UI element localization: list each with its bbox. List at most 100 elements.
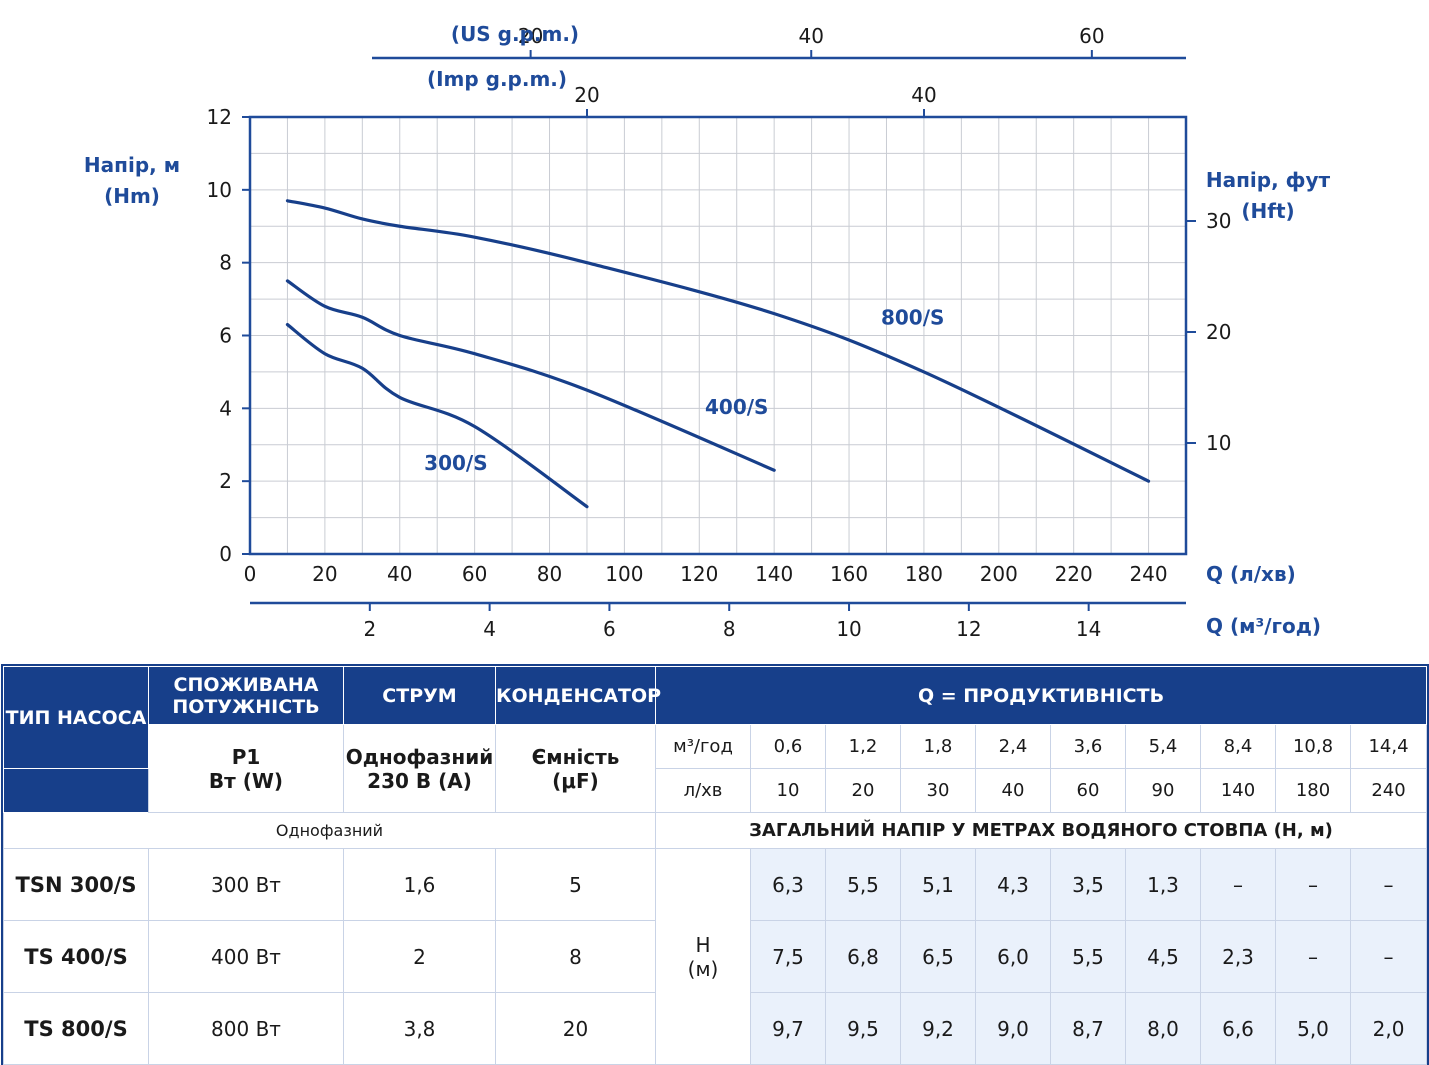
- curve-800-s: [285, 199, 1151, 483]
- head-value-cell: 5,1: [900, 848, 976, 921]
- m3h-tick-label: 8: [723, 617, 736, 641]
- head-value-cell: 8,0: [1125, 992, 1201, 1065]
- head-value-cell: 4,3: [975, 848, 1051, 921]
- y-tick-label: 12: [207, 105, 232, 129]
- flow-m3h-cell: 0,6: [750, 724, 826, 769]
- head-value-cell: 5,5: [825, 848, 901, 921]
- m3h-tick-label: 6: [603, 617, 616, 641]
- head-title: ЗАГАЛЬНИЙ НАПІР У МЕТРАХ ВОДЯНОГО СТОВПА…: [654, 812, 1428, 849]
- m3h-tick-label: 10: [836, 617, 861, 641]
- model-name: TSN 300/S: [3, 848, 149, 921]
- y-tick-label: 6: [219, 324, 232, 348]
- y-axis-unit: (Hm): [104, 184, 160, 208]
- imp-gpm-tick-label: 20: [574, 83, 599, 107]
- m3h-tick-label: 14: [1076, 617, 1101, 641]
- head-value-cell: 5,0: [1275, 992, 1351, 1065]
- head-value-cell: 1,3: [1125, 848, 1201, 921]
- header-capacitor: КОНДЕНСАТОР: [495, 666, 661, 725]
- model-name: TS 400/S: [3, 920, 149, 993]
- head-value-cell: 6,3: [750, 848, 826, 921]
- head-value-cell: –: [1349, 848, 1428, 921]
- flow-lmin-cell: 20: [825, 768, 901, 813]
- head-value-cell: 6,5: [900, 920, 976, 993]
- model-name: TS 800/S: [3, 992, 149, 1065]
- chart-curves: [285, 199, 1151, 509]
- head-value-cell: 9,2: [900, 992, 976, 1065]
- ft-tick-label: 30: [1206, 209, 1231, 233]
- x-axis-title: Q (л/хв): [1206, 562, 1296, 586]
- x-tick-label: 80: [537, 562, 562, 586]
- curve-300-s: [285, 322, 589, 509]
- head-value-cell: 8,7: [1050, 992, 1126, 1065]
- x-tick-label: 180: [905, 562, 943, 586]
- y-tick-label: 8: [219, 251, 232, 275]
- header-current: СТРУМ: [343, 666, 496, 725]
- model-current: 1,6: [343, 848, 496, 921]
- flow-lmin-cell: 10: [750, 768, 826, 813]
- header-capacitor-sub: Ємність (μF): [495, 724, 656, 813]
- x-tick-label: 220: [1055, 562, 1093, 586]
- m3h-tick-label: 4: [483, 617, 496, 641]
- x-tick-label: 40: [387, 562, 412, 586]
- head-value-cell: 2,3: [1200, 920, 1276, 993]
- series-label: 800/S: [881, 306, 944, 330]
- flow-m3h-cell: 5,4: [1125, 724, 1201, 769]
- header-pump-type-filler: [3, 768, 149, 813]
- flow-m3h-cell: 1,2: [825, 724, 901, 769]
- ft-tick-label: 10: [1206, 431, 1231, 455]
- header-power-sub: P1 Вт (W): [148, 724, 344, 813]
- x-tick-label: 200: [980, 562, 1018, 586]
- m3h-tick-label: 2: [363, 617, 376, 641]
- x-tick-label: 60: [462, 562, 487, 586]
- us-gpm-axis-title: (US g.p.m.): [451, 22, 579, 46]
- model-capacitor: 8: [495, 920, 656, 993]
- imp-gpm-tick-label: 40: [911, 83, 936, 107]
- head-value-cell: 6,0: [975, 920, 1051, 993]
- model-capacitor: 20: [495, 992, 656, 1065]
- head-value-cell: 9,5: [825, 992, 901, 1065]
- head-value-cell: –: [1200, 848, 1276, 921]
- head-value-cell: 5,5: [1050, 920, 1126, 993]
- flow-m3h-cell: 8,4: [1200, 724, 1276, 769]
- x-tick-label: 0: [244, 562, 257, 586]
- flow-lmin-cell: 30: [900, 768, 976, 813]
- power-sub-1: P1: [231, 744, 261, 769]
- model-power: 400 Вт: [148, 920, 344, 993]
- head-value-cell: 3,5: [1050, 848, 1126, 921]
- pump-spec-table: ТИП НАСОСА СПОЖИВАНА ПОТУЖНІСТЬ СТРУМ КО…: [0, 664, 1429, 1065]
- chart-grid: [250, 117, 1186, 554]
- h-unit-label: Н (м): [655, 848, 751, 1065]
- header-flow: Q = ПРОДУКТИВНІСТЬ: [654, 666, 1428, 725]
- model-capacitor: 5: [495, 848, 656, 921]
- m3h-tick-label: 12: [956, 617, 981, 641]
- us-gpm-tick-label: 60: [1079, 24, 1104, 48]
- flow-lmin-cell: 180: [1275, 768, 1351, 813]
- imp-gpm-axis-title: (Imp g.p.m.): [427, 67, 567, 91]
- y-right-axis-unit: (Hft): [1241, 199, 1294, 223]
- power-sub-2: Вт (W): [208, 768, 284, 793]
- us-gpm-tick-label: 20: [518, 24, 543, 48]
- head-value-cell: 7,5: [750, 920, 826, 993]
- flow-m3h-cell: 14,4: [1349, 724, 1428, 769]
- head-value-cell: –: [1275, 848, 1351, 921]
- model-power: 800 Вт: [148, 992, 344, 1065]
- current-sub-1: Однофазний: [345, 744, 494, 769]
- header-pump-type: ТИП НАСОСА: [3, 666, 149, 769]
- series-label: 400/S: [705, 395, 768, 419]
- h-label-2: (м): [687, 956, 719, 981]
- head-value-cell: 6,6: [1200, 992, 1276, 1065]
- flow-lmin-cell: 240: [1349, 768, 1428, 813]
- ft-tick-label: 20: [1206, 320, 1231, 344]
- x-tick-label: 160: [830, 562, 868, 586]
- flow-m3h-cell: 1,8: [900, 724, 976, 769]
- m3h-axis-title: Q (м³/год): [1206, 614, 1321, 638]
- x-tick-label: 140: [755, 562, 793, 586]
- series-label: 300/S: [424, 451, 487, 475]
- head-value-cell: 4,5: [1125, 920, 1201, 993]
- y-tick-label: 0: [219, 542, 232, 566]
- x-tick-label: 100: [605, 562, 643, 586]
- single-phase-label: Однофазний: [3, 812, 656, 849]
- unit-lmin: л/хв: [655, 768, 751, 813]
- unit-m3h: м³/год: [655, 724, 751, 769]
